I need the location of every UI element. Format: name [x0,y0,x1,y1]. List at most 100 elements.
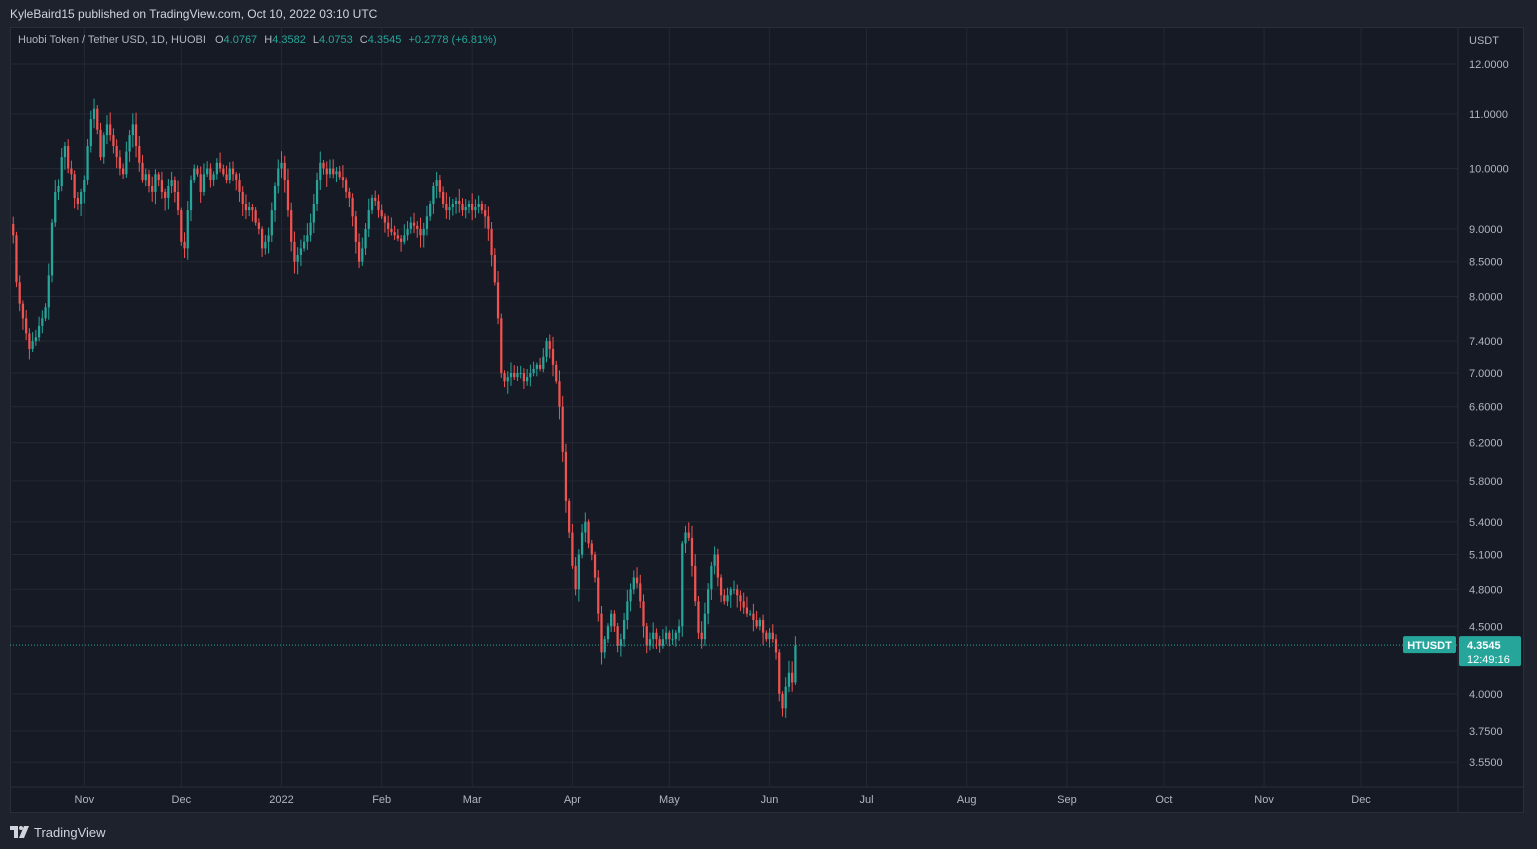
candle-body [47,275,50,308]
candle-body [357,241,361,262]
candle-body [131,124,134,136]
candle-body [441,191,445,204]
x-tick-label: Nov [75,794,95,806]
candle-body [429,203,432,217]
candle-body [390,228,393,233]
legend-low-label: L [312,34,320,46]
candle-body [383,216,387,223]
candle-body [471,203,474,211]
candle-body [580,532,584,555]
candle-body [319,162,322,181]
candle-body [687,532,690,538]
x-tick-label: Oct [1155,794,1172,806]
candle-body [500,318,503,374]
candle-body [584,521,587,533]
candle-body [290,210,293,242]
candle-body [280,162,283,169]
legend-close-label: C [359,34,368,46]
candle-body [645,626,648,646]
candle-body [593,554,597,578]
candle-body [671,639,674,641]
candle-body [597,577,600,614]
candle-body [79,191,83,204]
candle-body [338,171,341,178]
candle-body [571,532,574,566]
candle-body [86,146,89,181]
candle-body [199,174,202,192]
candle-body [681,543,684,627]
tradingview-logo-icon[interactable] [10,825,32,839]
candle-body [260,228,264,249]
candle-body [726,595,729,602]
y-tick-label: 6.6000 [1469,402,1503,414]
candle-body [238,180,241,192]
candle-body [522,373,526,382]
candle-body [267,235,270,242]
candle-body [729,589,732,596]
candle-body [170,180,173,186]
x-tick-label: Mar [463,794,482,806]
candle-body [345,180,348,192]
candle-body [652,632,655,640]
candle-body [264,241,267,249]
candle-body [664,632,668,640]
candle-body [351,197,354,217]
y-tick-label: 10.0000 [1469,164,1509,176]
candle-body [771,632,774,640]
candle-body [677,626,681,633]
candle-body [626,601,629,620]
candle-body [526,377,529,382]
candle-body [545,341,548,357]
candle-body [112,135,115,147]
candle-body [118,157,122,169]
candle-body [164,191,167,198]
candle-body [564,451,568,501]
candle-body [710,565,713,590]
publish-banner-text: KyleBaird15 published on TradingView.com… [10,7,378,21]
candle-body [296,254,299,262]
candle-body [761,619,765,633]
candle-body [138,146,141,163]
candle-body [147,174,151,186]
candle-body [154,174,157,192]
candle-countdown: 12:49:16 [1467,654,1510,666]
candle-body [474,207,477,211]
candle-body [15,235,18,283]
candle-body [454,200,458,204]
candle-body [128,135,131,152]
candle-body [222,168,225,175]
x-tick-label: Apr [564,794,581,806]
candle-body [99,129,102,158]
candle-body [713,554,716,566]
publish-banner: KyleBaird15 published on TradingView.com… [0,0,1537,27]
candle-body [193,168,196,181]
candle-body [629,589,632,602]
x-tick-label: Dec [172,794,192,806]
price-chart[interactable]: 12.0000 11.0000 10.0000 9.0000 8.5000 8.0000 7… [10,27,1524,813]
candle-body [231,168,235,175]
candle-body [63,146,67,158]
candle-body [655,632,658,640]
candle-body [438,180,442,192]
chart-frame [10,27,1524,813]
candle-body [451,203,454,208]
y-tick-label: 3.7500 [1469,726,1503,738]
candle-body [603,639,606,653]
candle-body [758,619,761,627]
candle-body [361,248,364,262]
candle-body [781,693,784,709]
candle-body [60,157,63,186]
legend-high-value: 4.3582 [272,34,306,46]
candle-body [21,303,25,319]
y-tick-label: 12.0000 [1469,59,1509,71]
candle-body [322,162,325,169]
candle-body [393,232,396,236]
candle-body [180,210,183,242]
y-tick-label: 11.0000 [1469,109,1508,121]
candle-body [102,135,105,158]
footer: TradingView [10,822,106,842]
candle-body [96,108,99,130]
legend-open-label: O [214,34,224,46]
candle-body [273,185,277,211]
candle-body [778,652,781,694]
